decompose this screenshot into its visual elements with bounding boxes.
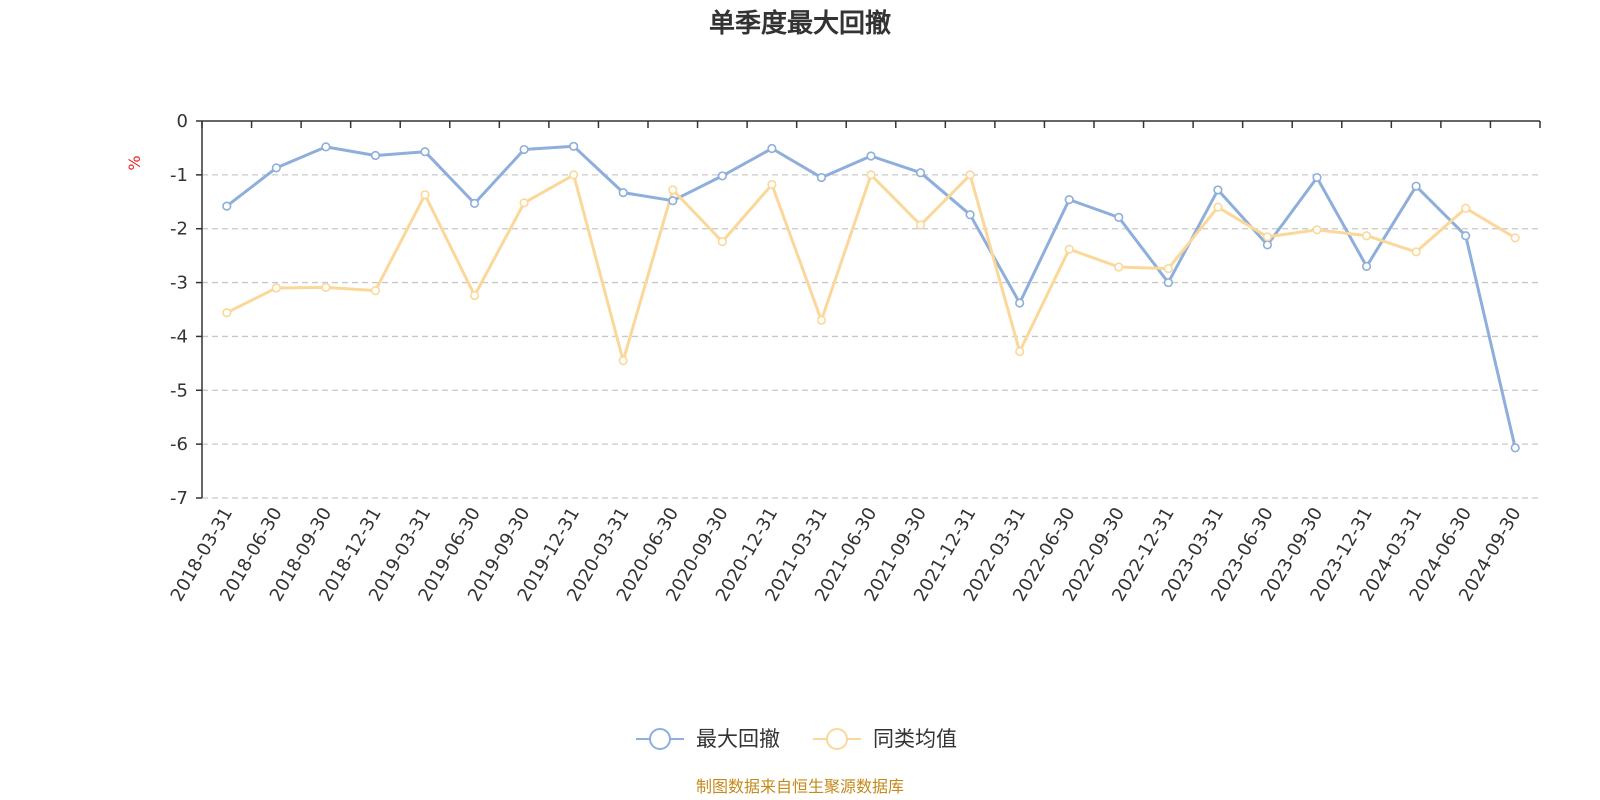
legend-label: 同类均值 <box>873 727 957 751</box>
data-point[interactable] <box>1510 233 1520 243</box>
series-line-1 <box>226 173 1516 363</box>
data-point[interactable] <box>569 141 579 151</box>
data-point[interactable] <box>1262 232 1273 242</box>
data-point[interactable] <box>321 282 331 293</box>
data-point[interactable] <box>321 142 331 152</box>
data-point[interactable] <box>370 150 381 161</box>
data-point[interactable] <box>1312 225 1322 235</box>
data-point[interactable] <box>866 151 876 161</box>
y-tick-label: -7 <box>170 488 188 509</box>
data-point[interactable] <box>519 198 529 208</box>
chart-title: 单季度最大回撤 <box>709 8 891 39</box>
legend-swatch-marker <box>649 728 671 750</box>
data-point[interactable] <box>1361 261 1372 272</box>
data-point[interactable] <box>1064 195 1074 205</box>
data-point[interactable] <box>519 144 529 155</box>
data-point[interactable] <box>1114 262 1124 272</box>
data-point[interactable] <box>668 196 678 206</box>
data-point[interactable] <box>569 170 579 180</box>
series-lines <box>222 141 1520 453</box>
data-point[interactable] <box>1461 231 1471 241</box>
y-tick-label: -5 <box>170 380 188 401</box>
y-tick-label: -3 <box>170 273 188 294</box>
legend-label: 最大回撤 <box>696 727 780 751</box>
gridlines <box>202 174 1540 499</box>
data-source-note: 制图数据来自恒生聚源数据库 <box>696 777 904 796</box>
data-point[interactable] <box>965 170 975 180</box>
data-point[interactable] <box>420 190 430 200</box>
data-point[interactable] <box>1163 277 1173 288</box>
data-point[interactable] <box>1361 231 1372 241</box>
data-point[interactable] <box>271 163 281 173</box>
legend-swatch-marker <box>826 728 848 750</box>
data-point[interactable] <box>1411 181 1421 191</box>
data-point[interactable] <box>816 172 827 183</box>
data-point[interactable] <box>1064 244 1074 254</box>
data-point[interactable] <box>1213 185 1223 195</box>
data-point[interactable] <box>222 201 232 211</box>
data-point[interactable] <box>1015 346 1025 357</box>
data-point[interactable] <box>915 168 926 178</box>
y-tick-label: -1 <box>170 165 188 186</box>
data-point[interactable] <box>1411 247 1421 257</box>
data-point[interactable] <box>866 170 876 180</box>
data-point[interactable] <box>1015 298 1025 308</box>
data-point[interactable] <box>915 220 926 230</box>
data-point[interactable] <box>1510 443 1520 453</box>
data-point[interactable] <box>717 171 727 181</box>
y-tick-label: -4 <box>170 326 188 347</box>
data-point[interactable] <box>469 198 480 209</box>
data-point[interactable] <box>469 290 480 301</box>
data-point[interactable] <box>767 143 777 154</box>
data-point[interactable] <box>717 237 727 247</box>
data-point[interactable] <box>668 185 678 195</box>
data-point[interactable] <box>1262 240 1273 250</box>
data-point[interactable] <box>816 315 827 325</box>
y-tick-label: 0 <box>177 111 188 132</box>
y-tick-label: -6 <box>170 434 188 455</box>
data-point[interactable] <box>1163 263 1173 274</box>
data-point[interactable] <box>1312 172 1322 183</box>
y-axis-unit-label: % <box>125 155 144 170</box>
data-point[interactable] <box>1114 212 1124 223</box>
data-point[interactable] <box>618 356 628 366</box>
legend[interactable]: 最大回撤 同类均值 <box>636 727 957 751</box>
legend-item-1[interactable]: 同类均值 <box>813 727 957 751</box>
data-point[interactable] <box>420 147 430 157</box>
data-point[interactable] <box>1213 202 1223 212</box>
data-point[interactable] <box>1461 203 1471 213</box>
y-tick-label: -2 <box>170 219 188 240</box>
data-point[interactable] <box>965 210 975 220</box>
data-point[interactable] <box>271 283 281 293</box>
data-point[interactable] <box>370 286 381 296</box>
data-point[interactable] <box>222 308 232 318</box>
data-point[interactable] <box>618 188 628 198</box>
axes: 0-1-2-3-4-5-6-72018-03-312018-06-302018-… <box>167 111 1541 605</box>
series-line-0 <box>225 144 1517 449</box>
legend-item-0[interactable]: 最大回撤 <box>636 727 780 751</box>
data-point[interactable] <box>767 179 777 190</box>
